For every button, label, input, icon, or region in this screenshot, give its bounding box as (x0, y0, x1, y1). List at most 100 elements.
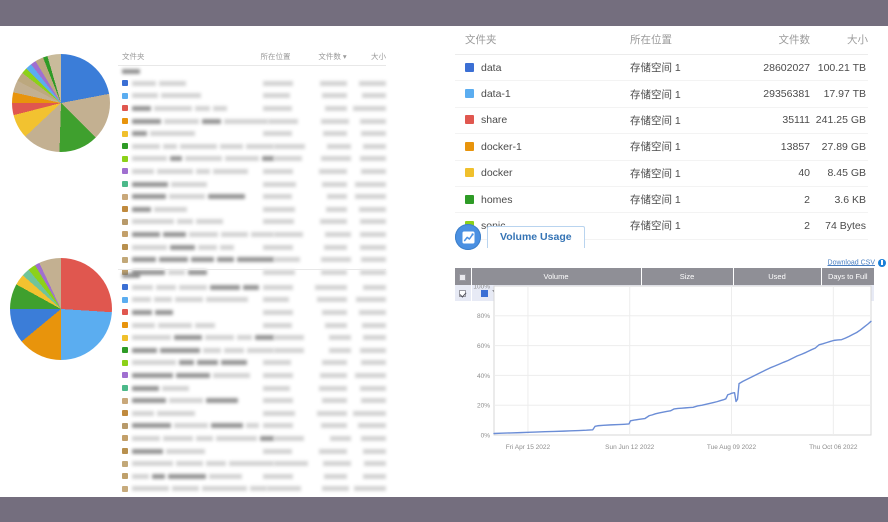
cell-folder-name: docker (455, 160, 630, 186)
table-row[interactable] (118, 140, 386, 153)
table-row[interactable] (118, 306, 386, 319)
table-row[interactable] (118, 216, 386, 229)
cell-size (351, 335, 386, 340)
table-row[interactable] (118, 369, 386, 382)
blurred-folder-table-bottom[interactable] (118, 252, 386, 495)
table-row[interactable] (118, 127, 386, 140)
redacted-text (209, 474, 242, 479)
redacted-text (263, 323, 293, 328)
volume-usage-chart[interactable]: 0% 20% 40% 60% 80% 100% Fri Apr 15 2022 Sun Jun… (468, 280, 875, 455)
table-row[interactable]: homes 存储空间 1 2 3.6 KB (455, 186, 868, 212)
table-row[interactable] (118, 394, 386, 407)
col-header-folder[interactable]: 文件夹 (455, 26, 630, 55)
redacted-text (132, 207, 151, 212)
table-row[interactable] (118, 357, 386, 370)
table-row[interactable] (118, 153, 386, 166)
redacted-text (359, 207, 386, 212)
color-swatch (122, 385, 128, 391)
table-row[interactable]: share 存储空间 1 35111 241.25 GB (455, 107, 868, 133)
x-tick-label: Sun Jun 12 2022 (605, 444, 655, 451)
cell-size (347, 423, 386, 428)
select-all-checkbox[interactable] (459, 274, 466, 281)
table-row[interactable] (118, 457, 386, 470)
redacted-text (260, 436, 274, 441)
col-header-name[interactable]: 文件夹 (118, 51, 261, 62)
table-row[interactable]: docker-1 存储空间 1 13857 27.89 GB (455, 134, 868, 160)
color-swatch (122, 80, 128, 86)
download-csv-link[interactable]: Download CSV (828, 259, 875, 266)
redacted-text (263, 297, 289, 302)
table-row[interactable]: docker 存储空间 1 40 8.45 GB (455, 160, 868, 186)
redacted-text (263, 474, 293, 479)
download-icon[interactable] (878, 259, 886, 267)
cell-size: 17.97 TB (810, 81, 868, 107)
cell-file-count: 40 (735, 160, 810, 186)
cell-count (311, 297, 348, 302)
cell-name (132, 411, 263, 416)
cell-size (351, 461, 386, 466)
col-header-size[interactable]: 大小 (347, 51, 386, 62)
table-row[interactable] (118, 77, 386, 90)
col-header-count[interactable]: 文件数 ▾ (309, 51, 346, 62)
cell-name (132, 449, 263, 454)
cell-count (311, 386, 348, 391)
table-row[interactable] (118, 102, 386, 115)
tab-volume-usage[interactable]: Volume Usage (487, 226, 585, 248)
redacted-text (319, 386, 347, 391)
redacted-text (154, 297, 172, 302)
cell-size (351, 144, 386, 149)
table-row[interactable] (118, 420, 386, 433)
cell-size: 27.89 GB (810, 134, 868, 160)
table-row[interactable] (118, 178, 386, 191)
table-row[interactable] (118, 344, 386, 357)
col-header-location[interactable]: 所在位置 (261, 51, 310, 62)
table-row[interactable] (118, 331, 386, 344)
redacted-text (175, 297, 202, 302)
redacted-text (213, 106, 228, 111)
col-header-location[interactable]: 所在位置 (630, 26, 735, 55)
col-header-size[interactable]: 大小 (810, 26, 868, 55)
cell-location (274, 144, 317, 149)
cell-location (274, 348, 317, 353)
table-row[interactable]: data 存储空间 1 28602027 100.21 TB (455, 55, 868, 81)
blurred-folder-table-top[interactable]: 文件夹 所在位置 文件数 ▾ 大小 (118, 48, 386, 279)
color-swatch (122, 486, 128, 492)
table-row[interactable] (118, 203, 386, 216)
table-row[interactable] (118, 382, 386, 395)
redacted-text (363, 474, 386, 479)
redacted-text (132, 474, 149, 479)
cell-file-count: 28602027 (735, 55, 810, 81)
redacted-text (174, 335, 202, 340)
table-row[interactable] (118, 432, 386, 445)
row-checkbox[interactable] (459, 290, 466, 297)
redacted-text (196, 219, 224, 224)
table-row[interactable] (118, 294, 386, 307)
table-row[interactable] (118, 445, 386, 458)
col-header-count[interactable]: 文件数 (735, 26, 810, 55)
table-row[interactable] (118, 90, 386, 103)
redacted-text (263, 219, 294, 224)
folder-size-table[interactable]: 文件夹 所在位置 文件数 大小 data 存储空间 1 28602027 100.21… (455, 26, 868, 240)
table-row[interactable]: data-1 存储空间 1 29356381 17.97 TB (455, 81, 868, 107)
redacted-text (159, 81, 187, 86)
redacted-text (322, 310, 347, 315)
color-swatch (122, 244, 128, 250)
redacted-text (319, 449, 347, 454)
table-row[interactable] (118, 190, 386, 203)
redacted-text (263, 131, 292, 136)
table-row[interactable] (118, 165, 386, 178)
cell-name (132, 232, 274, 237)
table-row[interactable] (118, 319, 386, 332)
redacted-text (195, 106, 210, 111)
table-row[interactable] (118, 483, 386, 496)
table-row[interactable] (118, 281, 386, 294)
color-swatch (465, 195, 474, 204)
table-row[interactable] (118, 228, 386, 241)
table-row[interactable] (118, 407, 386, 420)
redacted-text (132, 232, 160, 237)
table-row[interactable] (118, 470, 386, 483)
redacted-text (213, 373, 249, 378)
cell-size (347, 169, 386, 174)
cell-count (311, 373, 348, 378)
table-row[interactable] (118, 115, 386, 128)
